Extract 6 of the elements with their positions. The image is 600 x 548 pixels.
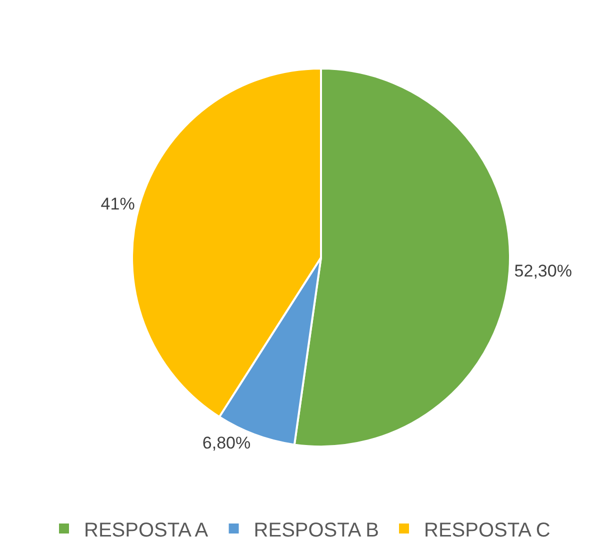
legend-label: RESPOSTA A [84, 519, 209, 542]
legend-label: RESPOSTA B [254, 519, 380, 542]
legend-label: RESPOSTA C [424, 519, 550, 542]
data-label: 6,80% [202, 434, 251, 453]
data-label: 52,30% [514, 261, 572, 280]
data-label: 41% [100, 194, 135, 214]
